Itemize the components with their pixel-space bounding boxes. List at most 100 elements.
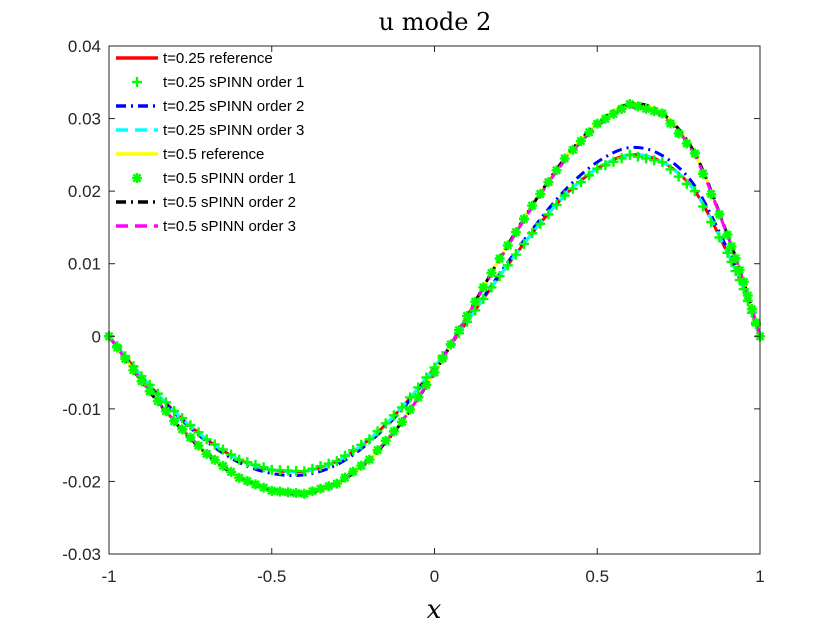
series-marker-6 [559, 153, 570, 164]
series-marker-6 [714, 209, 725, 220]
series-marker-6 [136, 376, 147, 387]
series-marker-6 [746, 304, 757, 315]
series-marker-6 [567, 144, 578, 155]
chart-title: u mode 2 [379, 8, 492, 36]
series-marker-6 [632, 101, 643, 112]
series-marker-6 [315, 483, 326, 494]
series-marker-6 [470, 296, 481, 307]
legend-item: t=0.5 reference [116, 146, 264, 163]
series-marker-6 [209, 454, 220, 465]
series-marker-6 [128, 365, 139, 376]
legend-item: t=0.25 sPINN order 1 [132, 74, 304, 91]
series-marker-6 [486, 267, 497, 278]
series-marker-6 [502, 240, 513, 251]
series-marker-6 [396, 416, 407, 427]
ticks-layer: -1 -0.5 0 0.5 1 -0.03 -0.02 -0.01 0 0.01 0.02 0.03 0… [62, 37, 764, 586]
series-marker-6 [405, 404, 416, 415]
series-marker-2 [632, 151, 643, 162]
legend-item: t=0.25 reference [116, 50, 273, 67]
series-marker-2 [551, 199, 562, 210]
series-marker-6 [193, 440, 204, 451]
series-marker-2 [527, 228, 538, 239]
series-marker-2 [600, 160, 611, 171]
series-marker-2 [217, 444, 228, 455]
series-marker-6 [722, 229, 733, 240]
series-marker-2 [608, 156, 619, 167]
series-marker-2 [470, 305, 481, 316]
series-marker-2 [657, 157, 668, 168]
series-marker-6 [689, 148, 700, 159]
series-marker-6 [307, 486, 318, 497]
series-marker-6 [323, 481, 334, 492]
series-marker-6 [649, 106, 660, 117]
y-tick-label: 0 [92, 327, 101, 346]
series-marker-6 [112, 342, 123, 353]
legend-item: t=0.5 sPINN order 3 [116, 218, 296, 235]
series-marker-2 [706, 216, 717, 227]
x-axis-label: x [427, 595, 442, 625]
series-marker-6 [437, 353, 448, 364]
y-tick-label: -0.02 [62, 472, 101, 491]
series-marker-2 [177, 413, 188, 424]
series-marker-2 [673, 171, 684, 182]
legend-label: t=0.5 sPINN order 2 [163, 194, 296, 211]
series-marker-2 [584, 170, 595, 181]
y-tick-label: 0.02 [68, 182, 101, 201]
series-marker-2 [250, 459, 261, 470]
series-marker-2 [624, 149, 635, 160]
legend: t=0.25 reference t=0.25 sPINN order 1 t=0.… [116, 50, 304, 235]
series-marker-6 [453, 325, 464, 336]
series-marker-2 [234, 454, 245, 465]
series-marker-2 [665, 164, 676, 175]
series-marker-2 [364, 434, 375, 445]
series-marker-6 [217, 460, 228, 471]
series-marker-2 [649, 155, 660, 166]
series-marker-6 [494, 253, 505, 264]
series-marker-2 [494, 271, 505, 282]
series-marker-2 [689, 186, 700, 197]
series-marker-2 [348, 445, 359, 456]
plot-area [109, 46, 760, 554]
series-marker-6 [510, 227, 521, 238]
series-marker-6 [445, 339, 456, 350]
series-marker-6 [120, 353, 131, 364]
series-marker-6 [348, 466, 359, 477]
series-marker-6 [624, 99, 635, 110]
series-marker-6 [543, 177, 554, 188]
series-marker-2 [242, 457, 253, 468]
series-marker-2 [315, 461, 326, 472]
series-marker-2 [519, 238, 530, 249]
legend-label: t=0.5 sPINN order 1 [163, 170, 296, 187]
series-marker-2 [575, 177, 586, 188]
series-marker-2 [339, 450, 350, 461]
series-marker-6 [331, 478, 342, 489]
series-marker-6 [706, 189, 717, 200]
series-marker-6 [641, 103, 652, 114]
x-tick-label: 1 [755, 567, 764, 586]
series-marker-6 [608, 108, 619, 119]
series-marker-2 [299, 466, 310, 477]
series-marker-6 [250, 479, 261, 490]
series-marker-6 [177, 424, 188, 435]
legend-label: t=0.5 sPINN order 3 [163, 218, 296, 235]
series-marker-2 [478, 293, 489, 304]
series-marker-6 [616, 103, 627, 114]
series-marker-6 [462, 310, 473, 321]
series-marker-2 [413, 382, 424, 393]
legend-label: t=0.25 reference [163, 50, 273, 67]
x-tick-label: -0.5 [257, 567, 286, 586]
y-tick-label: -0.03 [62, 545, 101, 564]
legend-item: t=0.25 sPINN order 3 [116, 122, 304, 139]
series-marker-6 [258, 482, 269, 493]
series-marker-6 [169, 416, 180, 427]
legend-label: t=0.25 sPINN order 3 [163, 122, 304, 139]
legend-item: t=0.25 sPINN order 2 [116, 98, 304, 115]
series-marker-2 [681, 178, 692, 189]
series-marker-6 [356, 460, 367, 471]
series-marker-6 [364, 454, 375, 465]
series-marker-2 [323, 458, 334, 469]
series-marker-6 [742, 290, 753, 301]
series-marker-6 [592, 118, 603, 129]
series-marker-6 [144, 386, 155, 397]
